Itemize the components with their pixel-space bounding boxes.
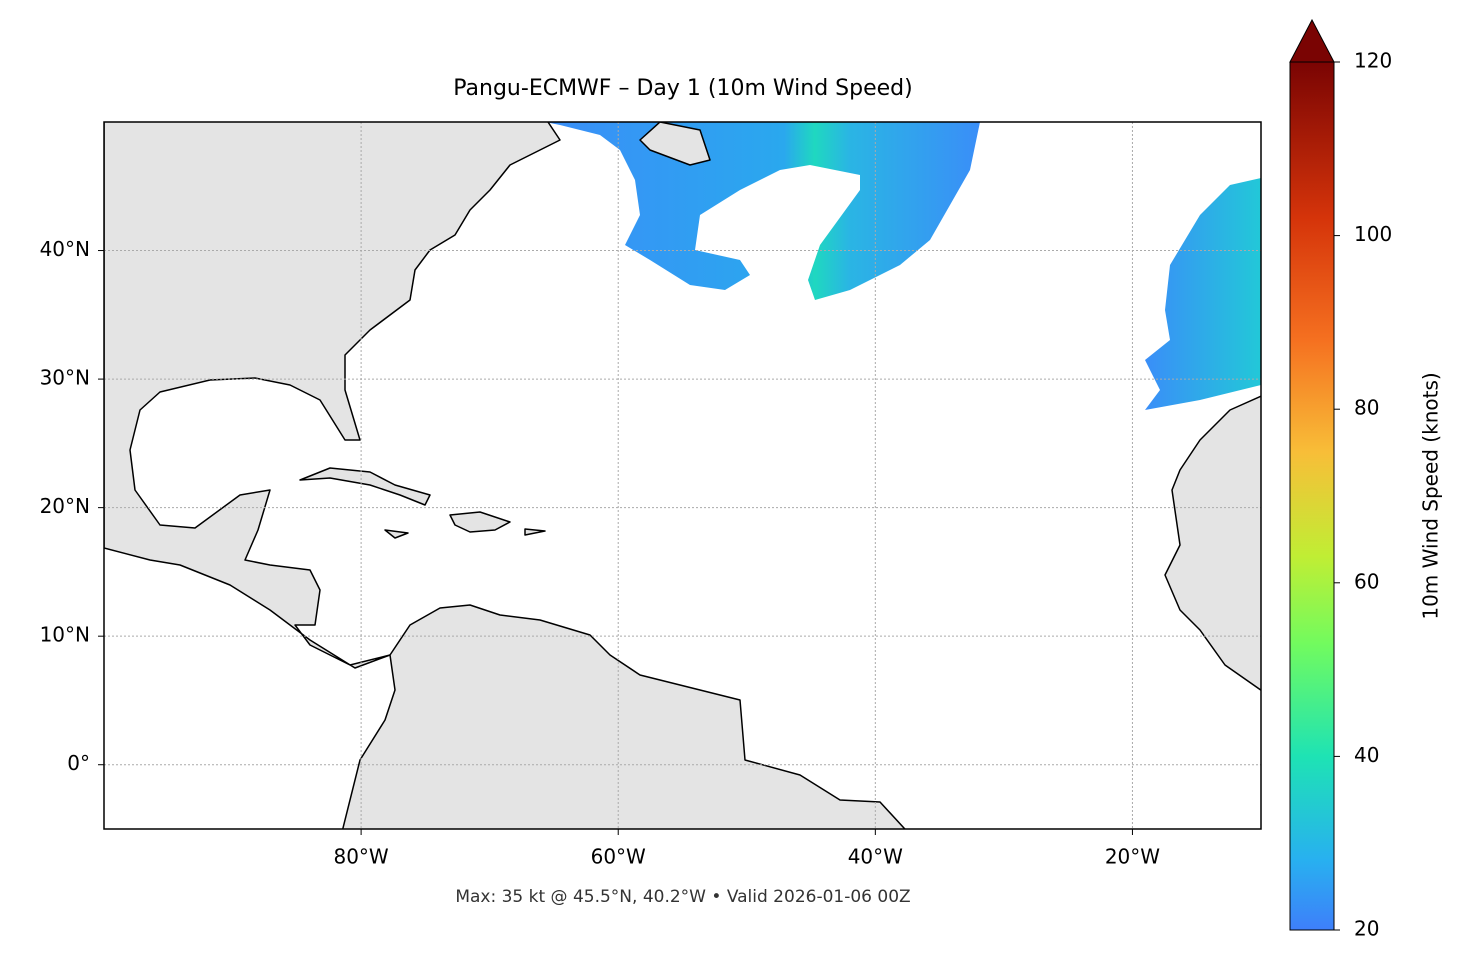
newfoundland (639, 122, 711, 166)
x-tick-label: 80°W (333, 845, 388, 869)
colorbar-label: 10m Wind Speed (knots) (1419, 372, 1443, 619)
y-tick-label: 30°N (40, 366, 90, 390)
puerto-rico (524, 528, 546, 536)
y-tick-label: 40°N (40, 237, 90, 261)
colorbar-tick-label: 40 (1354, 743, 1379, 767)
africa (1164, 395, 1261, 692)
colorbar (1289, 61, 1335, 931)
colorbar-tick-label: 100 (1354, 222, 1392, 246)
wind-field (545, 122, 1261, 410)
x-tick-label: 40°W (848, 845, 903, 869)
colorbar-tick-label: 120 (1354, 49, 1392, 73)
colorbar-tick-label: 60 (1354, 569, 1379, 593)
cuba (299, 467, 431, 506)
y-tick-label: 10°N (40, 623, 90, 647)
footer-note: Max: 35 kt @ 45.5°N, 40.2°W • Valid 2026… (455, 887, 910, 907)
wind-patch (545, 122, 980, 300)
map-body (104, 122, 1261, 829)
chart-title: Pangu-ECMWF – Day 1 (10m Wind Speed) (453, 76, 912, 101)
colorbar-tick-label: 20 (1354, 917, 1379, 941)
colorbar-tick-label: 80 (1354, 396, 1379, 420)
x-tick-label: 20°W (1105, 845, 1160, 869)
y-tick-label: 20°N (40, 494, 90, 518)
x-tick-label: 60°W (591, 845, 646, 869)
wind-patch (1145, 178, 1261, 410)
hispaniola (449, 511, 511, 533)
north-america (104, 122, 561, 669)
jamaica (384, 529, 409, 539)
land (104, 122, 1261, 829)
map-frame (103, 121, 1262, 830)
grid (104, 122, 1261, 829)
colorbar-extend (1289, 18, 1335, 63)
south-america (341, 604, 906, 829)
y-tick-label: 0° (67, 751, 90, 775)
